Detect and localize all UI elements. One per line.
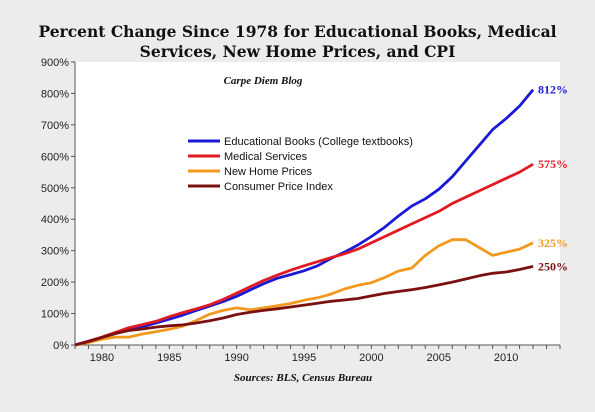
- x-tick-label: 1985: [157, 352, 181, 364]
- x-tick-label: 2010: [494, 352, 518, 364]
- y-tick-label: 400%: [41, 214, 69, 226]
- series-line-4: [74, 265, 534, 347]
- legend-label: Educational Books (College textbooks): [224, 136, 413, 148]
- end-labels: 812% 575% 325% 250%: [538, 83, 568, 274]
- y-tick-label: 100%: [41, 309, 69, 321]
- y-tick-label: 0%: [53, 340, 69, 352]
- x-tick-label: 1995: [292, 352, 316, 364]
- series-end-label: 812%: [538, 83, 568, 97]
- x-tick-label: 1990: [224, 352, 248, 364]
- legend-label: Medical Services: [224, 151, 308, 163]
- chart-source: Sources: BLS, Census Bureau: [234, 372, 372, 384]
- y-tick-label: 700%: [41, 120, 69, 132]
- legend-label: New Home Prices: [224, 166, 313, 178]
- y-tick-label: 200%: [41, 277, 69, 289]
- series-end-label: 325%: [538, 236, 568, 250]
- series-line-2: [74, 162, 534, 347]
- series-line-1: [74, 88, 535, 347]
- x-tick-label: 2005: [427, 352, 451, 364]
- series-line-3: [74, 238, 534, 347]
- legend-label: Consumer Price Index: [224, 181, 333, 193]
- x-tick-label: 1980: [90, 352, 114, 364]
- axes: 0% 100% 200% 300% 400% 500% 600% 700% 800% 900% 19…: [41, 57, 561, 364]
- series-end-label: 250%: [538, 259, 568, 273]
- legend: Educational Books (College textbooks) Med…: [188, 136, 413, 193]
- y-tick-label: 500%: [41, 183, 69, 195]
- y-tick-label: 800%: [41, 88, 69, 100]
- series-end-label: 575%: [538, 157, 568, 171]
- chart-title: Percent Change Since 1978 for Educationa…: [38, 22, 557, 61]
- y-tick-label: 300%: [41, 246, 69, 258]
- x-tick-label: 2000: [359, 352, 383, 364]
- series-lines: [74, 88, 535, 347]
- chart-subtitle: Carpe Diem Blog: [224, 75, 303, 87]
- y-tick-label: 900%: [41, 57, 69, 69]
- y-tick-label: 600%: [41, 151, 69, 163]
